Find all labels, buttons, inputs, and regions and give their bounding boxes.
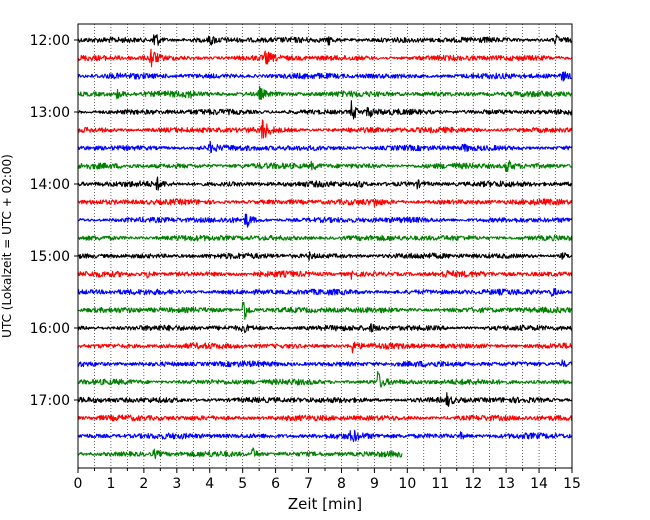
y-tick-label: 14:00: [30, 177, 70, 193]
trace-line: [77, 71, 573, 82]
x-tick-label: 8: [337, 476, 346, 492]
x-tick-label: 3: [172, 476, 181, 492]
trace-line: [77, 213, 573, 228]
x-tick-label: 12: [464, 476, 482, 492]
trace-group: [77, 34, 573, 460]
y-tick-label: 17:00: [30, 393, 70, 409]
x-tick-label: 6: [271, 476, 280, 492]
x-axis: 0 1 2 3 4 5 6 7 8 9 10 11 12 13 14 15: [74, 468, 581, 492]
trace-line: [77, 234, 573, 242]
y-axis: 12:00 13:00 14:00 15:00 16:00 17:00: [30, 33, 78, 409]
trace-line: [77, 176, 573, 191]
trace-line: [77, 370, 573, 388]
x-tick-label: 4: [205, 476, 214, 492]
trace-line: [77, 198, 573, 207]
x-tick-label: 11: [431, 476, 449, 492]
x-tick-label: 15: [563, 476, 581, 492]
y-tick-label: 15:00: [30, 249, 70, 265]
trace-line: [77, 100, 573, 120]
trace-line: [77, 269, 573, 280]
trace-line: [77, 34, 573, 46]
y-tick-label: 12:00: [30, 33, 70, 49]
x-tick-label: 0: [74, 476, 83, 492]
x-tick-label: 10: [398, 476, 416, 492]
x-tick-label: 5: [238, 476, 247, 492]
x-axis-label: Zeit [min]: [288, 495, 362, 513]
trace-line: [77, 288, 573, 297]
y-axis-label: UTC (Lokalzeit = UTC + 02:00): [0, 154, 14, 338]
x-tick-label: 7: [304, 476, 313, 492]
trace-line: [77, 447, 403, 460]
y-tick-label: 16:00: [30, 321, 70, 337]
x-tick-label: 13: [497, 476, 515, 492]
trace-line: [77, 251, 573, 261]
trace-line: [77, 414, 573, 422]
trace-line: [77, 392, 573, 407]
trace-line: [77, 359, 573, 368]
trace-line: [77, 160, 573, 172]
x-tick-label: 2: [139, 476, 148, 492]
trace-line: [77, 323, 573, 334]
trace-line: [77, 85, 573, 101]
y-tick-label: 13:00: [30, 105, 70, 121]
trace-line: [77, 341, 573, 354]
grid-lines: [94, 24, 556, 468]
trace-line: [77, 48, 573, 68]
trace-line: [77, 301, 573, 320]
trace-line: [77, 119, 573, 139]
x-tick-label: 9: [370, 476, 379, 492]
x-tick-label: 14: [530, 476, 548, 492]
x-tick-label: 1: [106, 476, 115, 492]
trace-line: [77, 140, 573, 154]
trace-line: [77, 429, 573, 443]
